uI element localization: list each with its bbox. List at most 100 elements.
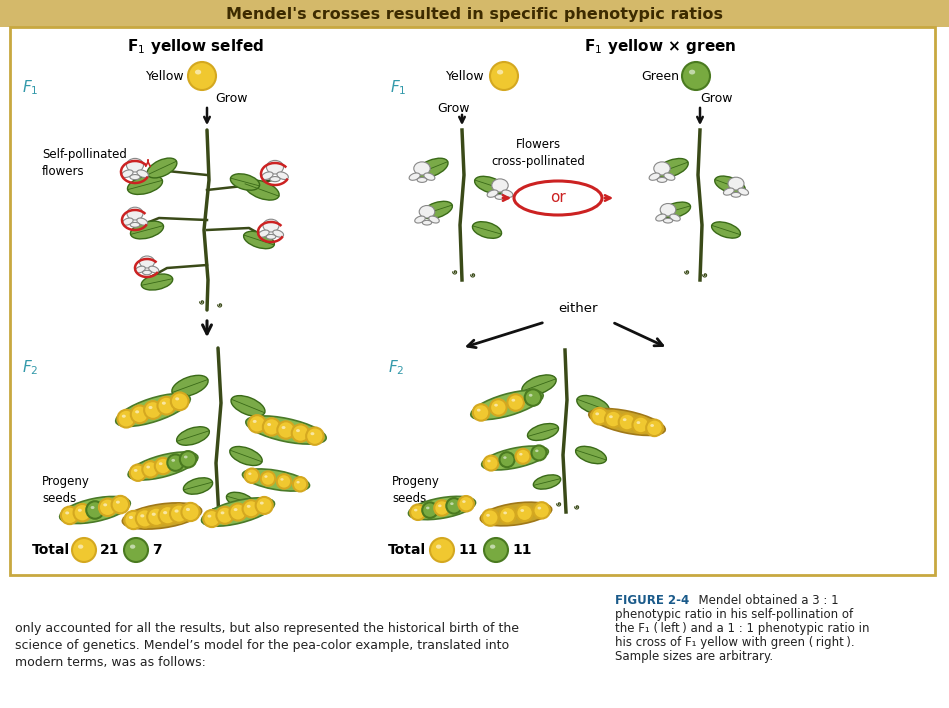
Text: FIGURE 2-4: FIGURE 2-4	[615, 594, 689, 607]
Ellipse shape	[416, 158, 448, 178]
Circle shape	[130, 464, 146, 481]
Ellipse shape	[78, 509, 82, 512]
Ellipse shape	[263, 219, 279, 232]
Ellipse shape	[419, 205, 435, 218]
Circle shape	[158, 506, 177, 525]
Ellipse shape	[162, 401, 166, 405]
Ellipse shape	[65, 511, 69, 515]
Circle shape	[72, 538, 96, 562]
Ellipse shape	[519, 453, 523, 455]
Circle shape	[646, 420, 662, 436]
Ellipse shape	[595, 412, 599, 416]
Circle shape	[410, 505, 426, 520]
Ellipse shape	[421, 201, 453, 219]
Circle shape	[142, 461, 158, 478]
Text: Grow: Grow	[700, 91, 733, 105]
Ellipse shape	[208, 515, 212, 518]
Ellipse shape	[146, 466, 150, 469]
Ellipse shape	[60, 496, 130, 523]
Ellipse shape	[588, 409, 665, 435]
Circle shape	[531, 445, 547, 460]
Ellipse shape	[577, 396, 609, 414]
Circle shape	[473, 404, 490, 421]
Ellipse shape	[576, 446, 606, 464]
Text: Flowers
cross-pollinated: Flowers cross-pollinated	[491, 138, 585, 168]
Ellipse shape	[177, 427, 210, 445]
Circle shape	[484, 455, 498, 471]
Ellipse shape	[243, 469, 309, 491]
Ellipse shape	[728, 177, 744, 190]
Ellipse shape	[473, 222, 502, 239]
Ellipse shape	[140, 514, 144, 518]
Circle shape	[515, 449, 530, 464]
Ellipse shape	[480, 502, 551, 526]
Ellipse shape	[637, 421, 641, 424]
Ellipse shape	[661, 203, 676, 216]
Circle shape	[499, 452, 514, 467]
Ellipse shape	[503, 511, 507, 514]
Circle shape	[490, 399, 507, 416]
Circle shape	[147, 508, 165, 526]
Ellipse shape	[429, 216, 439, 223]
Ellipse shape	[231, 173, 260, 190]
Circle shape	[490, 62, 518, 90]
Ellipse shape	[522, 375, 556, 395]
Ellipse shape	[490, 544, 495, 549]
Text: modern terms, was as follows:: modern terms, was as follows:	[15, 656, 206, 669]
Ellipse shape	[260, 501, 264, 505]
Ellipse shape	[670, 214, 680, 221]
Text: F$_1$ yellow × green: F$_1$ yellow × green	[584, 37, 736, 55]
Circle shape	[482, 509, 498, 526]
Ellipse shape	[245, 180, 279, 200]
Text: Mendel obtained a 3 : 1: Mendel obtained a 3 : 1	[691, 594, 839, 607]
Circle shape	[245, 469, 259, 483]
Circle shape	[216, 507, 233, 524]
Text: F$_1$ yellow selfed: F$_1$ yellow selfed	[126, 37, 264, 55]
Ellipse shape	[462, 501, 466, 503]
Text: Self-pollinated
flowers: Self-pollinated flowers	[42, 148, 127, 178]
Circle shape	[74, 504, 91, 522]
Circle shape	[277, 474, 291, 489]
Circle shape	[181, 503, 199, 521]
Ellipse shape	[140, 256, 155, 268]
Ellipse shape	[494, 404, 498, 406]
Circle shape	[307, 428, 324, 445]
Ellipse shape	[122, 218, 133, 225]
Circle shape	[155, 458, 171, 474]
Ellipse shape	[422, 220, 432, 225]
Circle shape	[243, 500, 260, 518]
Ellipse shape	[609, 416, 613, 418]
Ellipse shape	[426, 507, 430, 509]
Circle shape	[591, 408, 607, 425]
Ellipse shape	[201, 498, 274, 526]
Circle shape	[170, 505, 188, 523]
Text: his cross of F₁ yellow with green ( right ).: his cross of F₁ yellow with green ( righ…	[615, 636, 855, 649]
Circle shape	[277, 421, 295, 439]
Circle shape	[124, 538, 148, 562]
Ellipse shape	[409, 173, 420, 181]
Ellipse shape	[414, 509, 418, 511]
Ellipse shape	[147, 158, 177, 178]
Ellipse shape	[537, 507, 541, 510]
Circle shape	[619, 413, 635, 430]
Ellipse shape	[137, 218, 148, 225]
Circle shape	[179, 451, 196, 467]
Ellipse shape	[656, 214, 666, 221]
Circle shape	[533, 502, 549, 518]
Ellipse shape	[471, 390, 543, 420]
Ellipse shape	[296, 481, 300, 484]
Circle shape	[144, 401, 162, 419]
Ellipse shape	[267, 234, 276, 239]
FancyBboxPatch shape	[10, 27, 935, 575]
Ellipse shape	[528, 423, 559, 440]
Ellipse shape	[247, 505, 251, 508]
Ellipse shape	[78, 544, 84, 549]
Circle shape	[484, 538, 508, 562]
Bar	[0, 0, 949, 27]
Ellipse shape	[121, 170, 133, 178]
Text: Total: Total	[388, 543, 426, 557]
Ellipse shape	[654, 162, 670, 175]
Ellipse shape	[514, 181, 602, 215]
Ellipse shape	[487, 459, 491, 462]
Ellipse shape	[158, 462, 162, 465]
